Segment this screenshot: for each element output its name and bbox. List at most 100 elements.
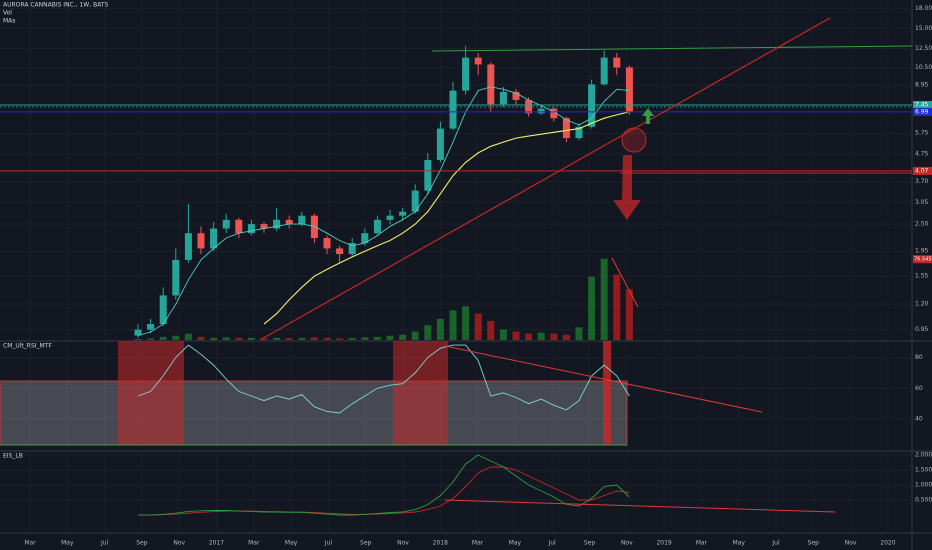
volume-bar xyxy=(449,310,457,340)
ma-title: MAs xyxy=(3,18,15,25)
candle-body xyxy=(436,128,444,160)
x-tick-label: Nov xyxy=(845,540,857,547)
candle-body xyxy=(184,233,192,260)
x-tick-label: Nov xyxy=(397,540,409,547)
y-tick-label: 3.70 xyxy=(915,178,929,185)
volume-bar xyxy=(134,338,142,340)
candle-body xyxy=(323,238,331,249)
candle-body xyxy=(298,215,306,225)
rsi-tick-label: 40 xyxy=(915,416,923,423)
volume-bar xyxy=(159,336,167,340)
volume-bar xyxy=(222,337,230,340)
x-tick-label: May xyxy=(285,540,298,547)
price-label: 4.07 xyxy=(915,167,929,174)
rsi-tick-label: 80 xyxy=(915,354,923,361)
up-arrow xyxy=(642,108,654,124)
x-tick-label: 2017 xyxy=(209,540,224,547)
y-tick-label: 0.95 xyxy=(915,326,929,333)
x-tick-label: Mar xyxy=(24,540,36,547)
rsi-highlight xyxy=(118,341,184,445)
price-label-bg xyxy=(913,166,932,175)
volume-bar xyxy=(197,336,205,340)
x-tick-label: 2019 xyxy=(656,540,671,547)
rsi-tick-label: 60 xyxy=(915,385,923,392)
volume-bar xyxy=(361,337,369,340)
y-tick-label: 18.00 xyxy=(915,5,932,12)
x-tick-label: Mar xyxy=(248,540,260,547)
candle-body xyxy=(588,84,596,127)
rsi-zones xyxy=(0,341,628,446)
candle-body xyxy=(273,219,281,229)
candle-body xyxy=(462,57,470,91)
macd-tick-label: 1.5000 xyxy=(915,467,932,474)
candle-body xyxy=(336,248,344,255)
macd-divergence xyxy=(444,499,836,513)
volume-bar xyxy=(386,335,394,340)
volume-bar xyxy=(172,335,180,340)
moving-average xyxy=(263,111,630,325)
candle-body xyxy=(499,91,507,105)
volume-bar xyxy=(537,332,545,340)
highlight-circle xyxy=(621,127,647,153)
y-tick-label: 3.05 xyxy=(915,199,929,206)
volume-bar xyxy=(184,333,192,340)
candle-body xyxy=(260,224,268,229)
y-tick-label: 1.55 xyxy=(915,273,929,280)
volume-label: 76.545M xyxy=(914,257,932,263)
rsi-divergence xyxy=(444,345,763,413)
x-tick-label: 2018 xyxy=(433,540,448,547)
rsi-title: CM_Ult_RSI_MTF xyxy=(3,343,52,350)
candle-body xyxy=(210,228,218,249)
y-tick-label: 4.75 xyxy=(915,151,929,158)
candle-body xyxy=(373,219,381,234)
candle-body xyxy=(562,118,570,139)
candle-body xyxy=(235,219,243,234)
x-tick-label: May xyxy=(732,540,745,547)
x-tick-label: Sep xyxy=(360,540,372,547)
candle-body xyxy=(487,64,495,105)
volume-bar xyxy=(550,333,558,340)
volume-bar xyxy=(424,325,432,340)
volume-bar xyxy=(625,289,633,340)
volume-bar xyxy=(323,337,331,340)
x-tick-label: May xyxy=(509,540,522,547)
x-tick-label: Nov xyxy=(173,540,185,547)
trend-line xyxy=(259,17,831,341)
candle-body xyxy=(134,329,142,336)
candle-body xyxy=(600,57,608,85)
volume-bar xyxy=(348,337,356,340)
signal-line xyxy=(138,466,630,516)
volume-bar xyxy=(525,333,533,340)
x-tick-label: Jul xyxy=(100,540,109,547)
volume-bar xyxy=(411,331,419,340)
candle-body xyxy=(222,219,230,229)
volume-bar xyxy=(273,337,281,340)
candle-body xyxy=(424,159,432,191)
resistance-line xyxy=(431,45,913,52)
candle-body xyxy=(474,57,482,65)
x-tick-label: 2020 xyxy=(880,540,895,547)
volume-bar xyxy=(336,338,344,340)
rsi-line xyxy=(137,344,630,414)
candle-body xyxy=(310,215,318,239)
candle-body xyxy=(613,57,621,68)
volume-bar xyxy=(462,306,470,340)
candle-body xyxy=(550,108,558,119)
chart-title: AURORA CANNABIS INC., 1W, BATS xyxy=(3,2,108,9)
volume-bar xyxy=(373,336,381,340)
candle-body xyxy=(348,243,356,255)
candle-body xyxy=(575,126,583,139)
candle-body xyxy=(625,67,633,112)
macd-line xyxy=(138,454,630,516)
volume-label-bg xyxy=(913,255,932,264)
x-tick-label: Jul xyxy=(771,540,780,547)
y-tick-label: 8.95 xyxy=(915,81,929,88)
candle-body xyxy=(449,90,457,129)
volume-bar xyxy=(247,337,255,340)
rsi-highlight xyxy=(393,341,448,445)
volume-bar xyxy=(562,334,570,340)
drawings xyxy=(0,17,913,513)
